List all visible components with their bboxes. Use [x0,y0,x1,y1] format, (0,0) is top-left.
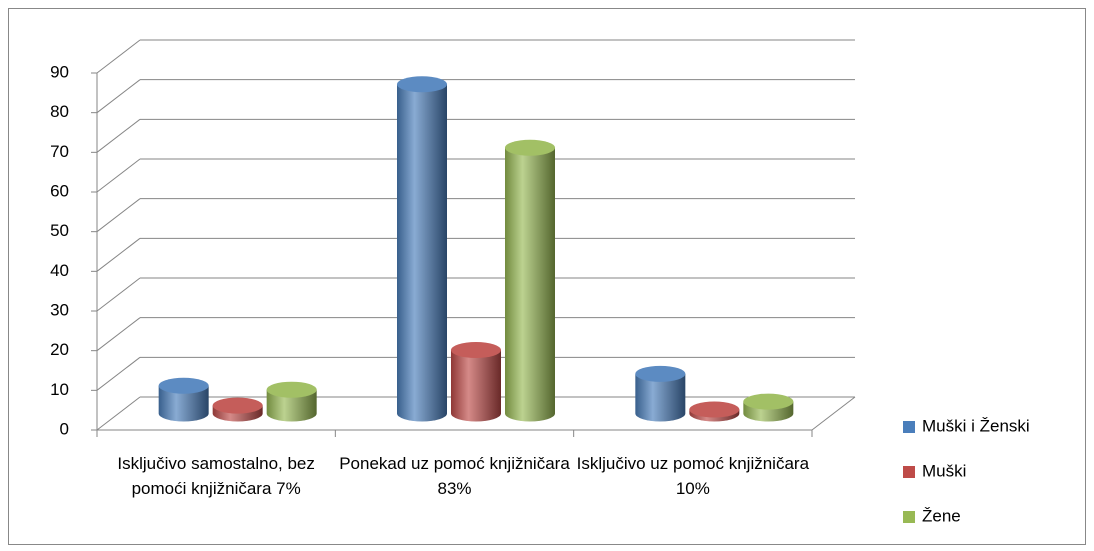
y-tick-label: 50 [50,221,69,240]
y-tick-label: 80 [50,102,69,121]
legend-swatch [903,466,915,478]
bar [689,401,740,422]
bar-top [397,76,447,93]
bar [266,381,317,422]
y-tick-label: 0 [60,419,69,438]
legend-swatch [903,421,915,433]
y-tick-label: 90 [50,62,69,81]
bar-top [689,401,740,418]
bar-top [266,381,317,398]
legend-label: Muški [922,461,966,480]
bar-top [743,393,794,410]
bar-top [505,139,555,156]
x-tick-label: Isključivo samostalno, bez pomoći knjižn… [117,454,315,498]
grid-line-side [96,237,141,272]
legend-label: Muški i Ženski [922,416,1030,435]
bar-body [451,350,501,422]
bar [635,365,686,422]
bar [451,342,501,422]
grid-line-side [96,396,141,431]
bar-body [505,147,555,422]
bar-body [158,385,209,422]
grid-line-side [96,39,141,74]
y-tick-label: 30 [50,300,69,319]
bar-top [158,377,209,394]
y-tick-label: 20 [50,340,69,359]
bar [743,393,794,422]
y-tick-label: 10 [50,380,69,399]
grid-line-side [96,198,141,233]
bar-body [635,373,686,422]
grid-line-side [96,118,141,153]
legend-swatch [903,511,915,523]
grid-line-side [96,79,141,114]
bar-body [266,389,317,422]
grid-line-side [96,356,141,391]
legend-label: Žene [922,506,961,525]
x-tick-label: Ponekad uz pomoć knjižničara 83% [339,454,570,498]
bar-top [451,342,501,359]
bar [397,76,447,422]
bar-body [397,84,447,422]
bar [212,397,263,422]
bar-top [635,365,686,382]
y-tick-label: 40 [50,261,69,280]
y-tick-label: 60 [50,181,69,200]
x-tick-label: Isključivo uz pomoć knjižničara 10% [576,454,810,498]
chart-frame [8,8,1086,545]
grid-line-side [96,158,141,193]
grid-line-side [96,277,141,312]
bar-top [212,397,263,414]
grid-line-side [96,317,141,352]
bar [158,377,209,422]
bar [505,139,555,422]
y-tick-label: 70 [50,142,69,161]
floor-right [811,396,856,431]
